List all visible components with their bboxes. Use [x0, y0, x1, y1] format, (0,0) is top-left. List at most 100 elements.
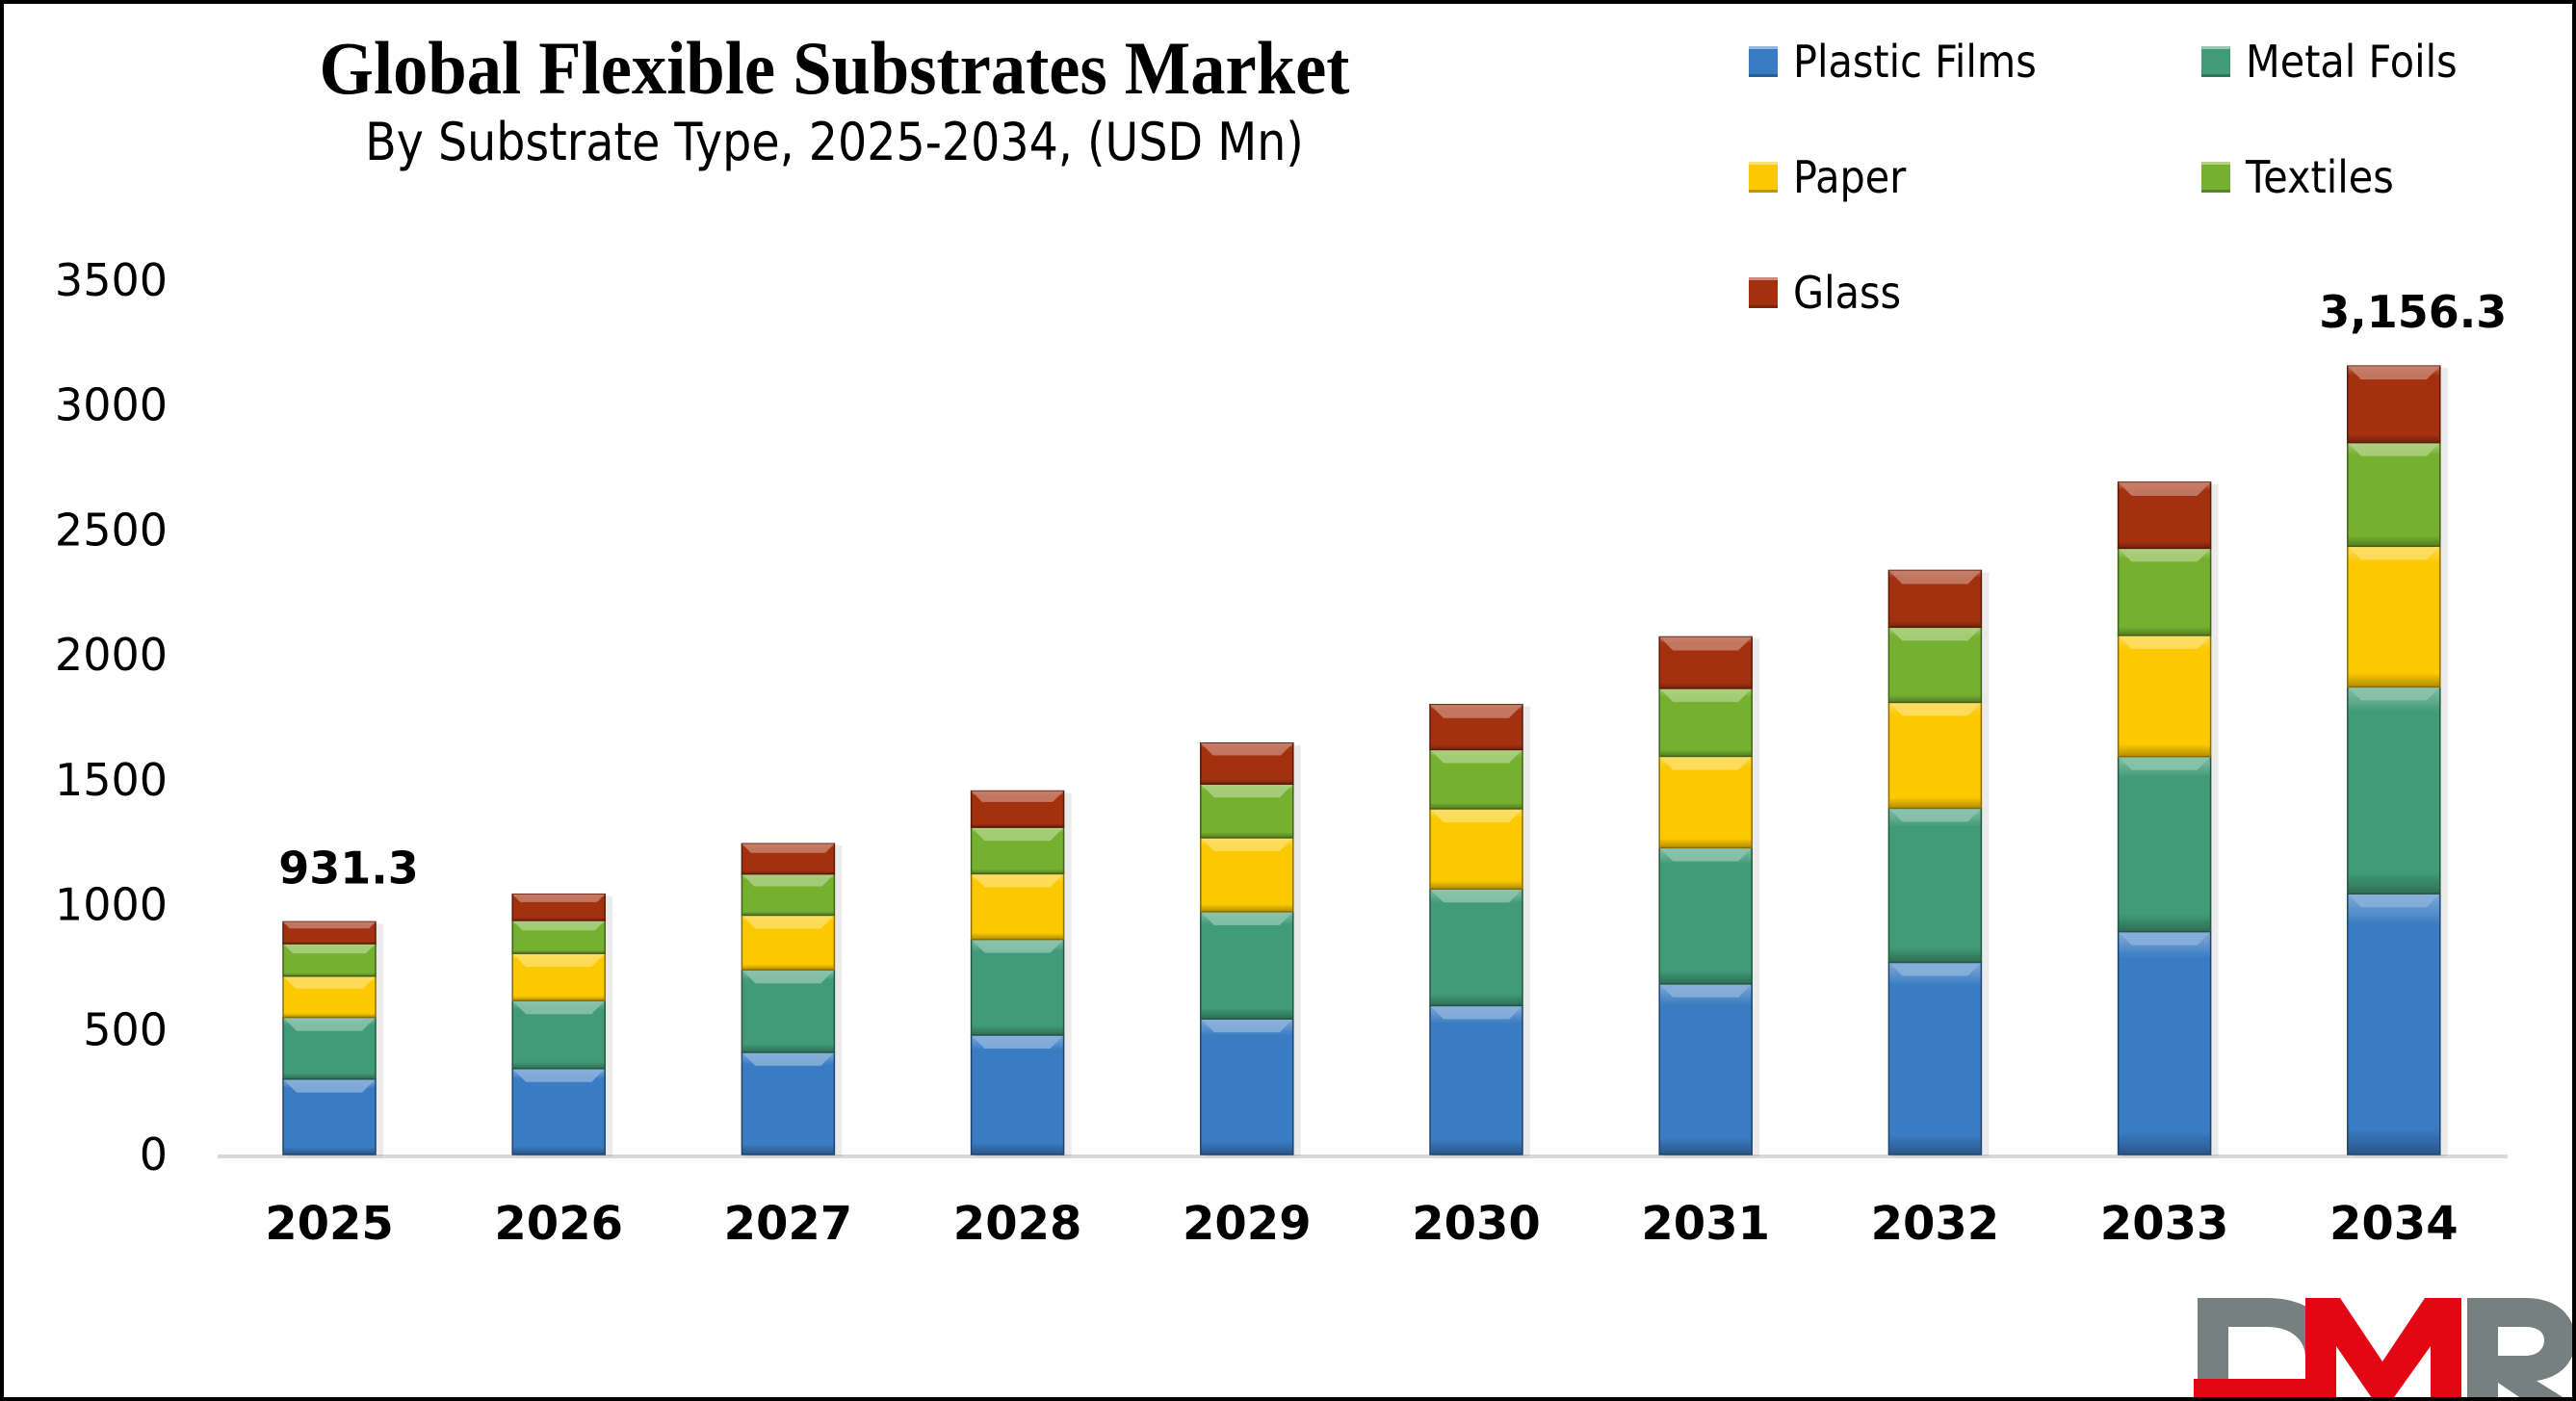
bar-segment-plastic-films [1658, 983, 1753, 1155]
y-tick-label: 1500 [55, 754, 168, 806]
bar-bevel [1659, 688, 1753, 702]
bar-bevel [971, 827, 1064, 842]
legend-item-textiles: Textiles [2201, 148, 2410, 206]
y-tick-label: 3000 [55, 379, 168, 431]
y-tick-label: 500 [83, 1003, 168, 1055]
y-tick-label: 2000 [55, 629, 168, 681]
bar-bevel [2347, 546, 2440, 560]
logo-letter-m [2194, 1298, 2461, 1397]
bar-stack-2030 [1429, 704, 1530, 1156]
bar-bevel [1200, 742, 1293, 756]
bar-bevel [971, 873, 1064, 888]
logo-letter-d [2198, 1298, 2336, 1397]
bar-bevel [1659, 847, 1753, 862]
dmr-logo [2194, 1298, 2572, 1397]
legend-item-paper: Paper [1749, 148, 1918, 206]
x-tick-label: 2031 [1641, 1197, 1770, 1251]
bar-bevel [1888, 702, 1982, 716]
x-tick-label: 2025 [265, 1197, 394, 1251]
bar-bevel [1430, 808, 1522, 822]
bar-bevel [283, 921, 376, 929]
bar-bevel [512, 920, 606, 931]
bar-segment-metal-foils [1658, 846, 1753, 985]
bar-stack-2026 [511, 893, 613, 1156]
y-tick-label: 1000 [55, 879, 168, 931]
legend-label: Glass [1793, 267, 1902, 319]
bar-bevel [2118, 756, 2211, 770]
bar-stack-2028 [970, 790, 1072, 1156]
bar-stack-2025 [282, 921, 383, 1156]
bar-bevel [1200, 838, 1293, 852]
bar-stack-2031 [1658, 636, 1760, 1156]
logo-letter-r [2467, 1298, 2572, 1397]
y-tick-label: 2500 [55, 504, 168, 556]
bar-bevel [971, 1034, 1064, 1049]
x-tick-label: 2029 [1183, 1197, 1312, 1251]
bar-bevel [283, 975, 376, 989]
bar-bevel [2118, 931, 2211, 946]
legend-swatch [2201, 162, 2230, 193]
bar-bevel [512, 1000, 606, 1015]
bar-bevel [2347, 894, 2440, 908]
bar-bevel [1888, 627, 1982, 641]
bar-bevel [1430, 704, 1522, 718]
x-tick-label: 2027 [724, 1197, 853, 1251]
bar-segment-plastic-films [1200, 1018, 1294, 1155]
bar-bevel [1888, 570, 1982, 584]
legend-label: Plastic Films [1793, 36, 2037, 88]
bar-bevel [2347, 366, 2440, 380]
bar-bevel [1200, 911, 1293, 925]
bar-bevel [1200, 784, 1293, 798]
legend-label: Textiles [2246, 151, 2394, 203]
bar-segment-plastic-films [1887, 961, 1983, 1155]
bar-segment-plastic-films [2347, 893, 2441, 1155]
bar-bevel [283, 1078, 376, 1093]
bar-segment-metal-foils [2117, 755, 2212, 933]
bar-bevel [2118, 481, 2211, 496]
bar-segment-textiles [2347, 441, 2441, 548]
bar-bevel [971, 791, 1064, 802]
bar-bevel [1430, 749, 1522, 764]
chart-subtitle: By Substrate Type, 2025-2034, (USD Mn) [365, 112, 1304, 172]
total-value-label: 931.3 [278, 842, 419, 894]
bar-stack-2033 [2117, 481, 2219, 1157]
bar-bevel [512, 953, 606, 968]
legend-item-plastic-films: Plastic Films [1749, 33, 2064, 91]
bar-segment-paper [2117, 635, 2212, 758]
bar-segment-plastic-films [741, 1051, 836, 1155]
bar-bevel [742, 970, 835, 984]
legend-label: Paper [1793, 151, 1907, 203]
x-tick-label: 2028 [953, 1197, 1082, 1251]
bar-segment-paper [1658, 755, 1753, 849]
legend-swatch [2201, 46, 2230, 77]
bar-stack-2032 [1887, 569, 1990, 1156]
bar-segment-plastic-films [511, 1068, 606, 1155]
bar-bevel [283, 944, 376, 954]
bar-bevel [1659, 756, 1753, 770]
legend-item-metal-foils: Metal Foils [2201, 33, 2481, 91]
bar-bevel [742, 873, 835, 887]
bar-bevel [742, 1051, 835, 1066]
bar-stack-2029 [1200, 741, 1301, 1156]
bar-segment-textiles [2117, 547, 2212, 636]
legend-label: Metal Foils [2246, 36, 2458, 88]
bar-bevel [1888, 808, 1982, 822]
bar-bevel [1430, 889, 1522, 903]
bar-bevel [1659, 983, 1753, 998]
bar-bevel [2118, 635, 2211, 649]
bar-bevel [1659, 636, 1753, 651]
bar-bevel [512, 894, 606, 902]
y-tick-label: 0 [140, 1129, 168, 1180]
x-tick-label: 2032 [1871, 1197, 2000, 1251]
bar-segment-paper [2347, 545, 2441, 688]
bar-segment-paper [1887, 701, 1983, 810]
bar-bevel [742, 843, 835, 853]
chart-title: Global Flexible Substrates Market [319, 26, 1350, 110]
data-labels: 931.3 3,156.3 [278, 286, 2507, 894]
bar-bevel [1430, 1005, 1522, 1020]
legend: Plastic Films Metal Foils Paper Textiles Gla… [1749, 33, 2567, 341]
bar-segment-plastic-films [1429, 1004, 1523, 1155]
y-axis: 0 500 1000 1500 2000 2500 3000 3500 [55, 254, 168, 1180]
